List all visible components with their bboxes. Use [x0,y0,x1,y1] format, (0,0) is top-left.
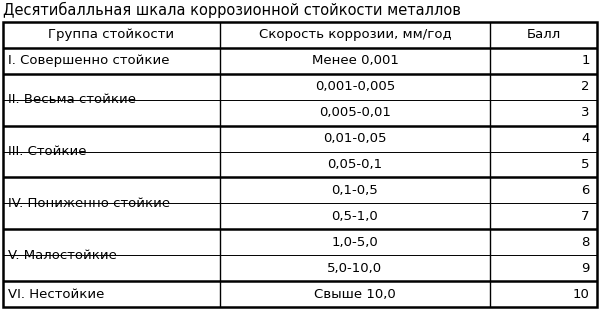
Text: I. Совершенно стойкие: I. Совершенно стойкие [8,54,169,67]
Text: 0,01-0,05: 0,01-0,05 [323,132,386,145]
Text: 5,0-10,0: 5,0-10,0 [328,262,383,275]
Text: Свыше 10,0: Свыше 10,0 [314,288,396,301]
Text: Менее 0,001: Менее 0,001 [311,54,398,67]
Text: 0,5-1,0: 0,5-1,0 [332,210,379,223]
Text: 8: 8 [581,236,590,249]
Text: 1: 1 [581,54,590,67]
Text: Скорость коррозии, мм/год: Скорость коррозии, мм/год [259,28,451,41]
Text: 3: 3 [581,106,590,119]
Text: 2: 2 [581,80,590,93]
Text: III. Стойкие: III. Стойкие [8,145,86,158]
Text: VI. Нестойкие: VI. Нестойкие [8,288,104,301]
Text: Балл: Балл [526,28,560,41]
Text: Группа стойкости: Группа стойкости [49,28,175,41]
Text: 0,005-0,01: 0,005-0,01 [319,106,391,119]
Text: II. Весьма стойкие: II. Весьма стойкие [8,93,136,106]
Text: 1,0-5,0: 1,0-5,0 [332,236,379,249]
Text: Десятибалльная шкала коррозионной стойкости металлов: Десятибалльная шкала коррозионной стойко… [3,2,461,18]
Text: 10: 10 [573,288,590,301]
Text: 4: 4 [581,132,590,145]
Text: 0,1-0,5: 0,1-0,5 [332,184,379,197]
Text: 7: 7 [581,210,590,223]
Text: IV. Пониженно стойкие: IV. Пониженно стойкие [8,197,170,210]
Text: 0,05-0,1: 0,05-0,1 [328,158,383,171]
Text: 5: 5 [581,158,590,171]
Text: 9: 9 [581,262,590,275]
Text: 0,001-0,005: 0,001-0,005 [315,80,395,93]
Text: 6: 6 [581,184,590,197]
Text: V. Малостойкие: V. Малостойкие [8,249,116,262]
